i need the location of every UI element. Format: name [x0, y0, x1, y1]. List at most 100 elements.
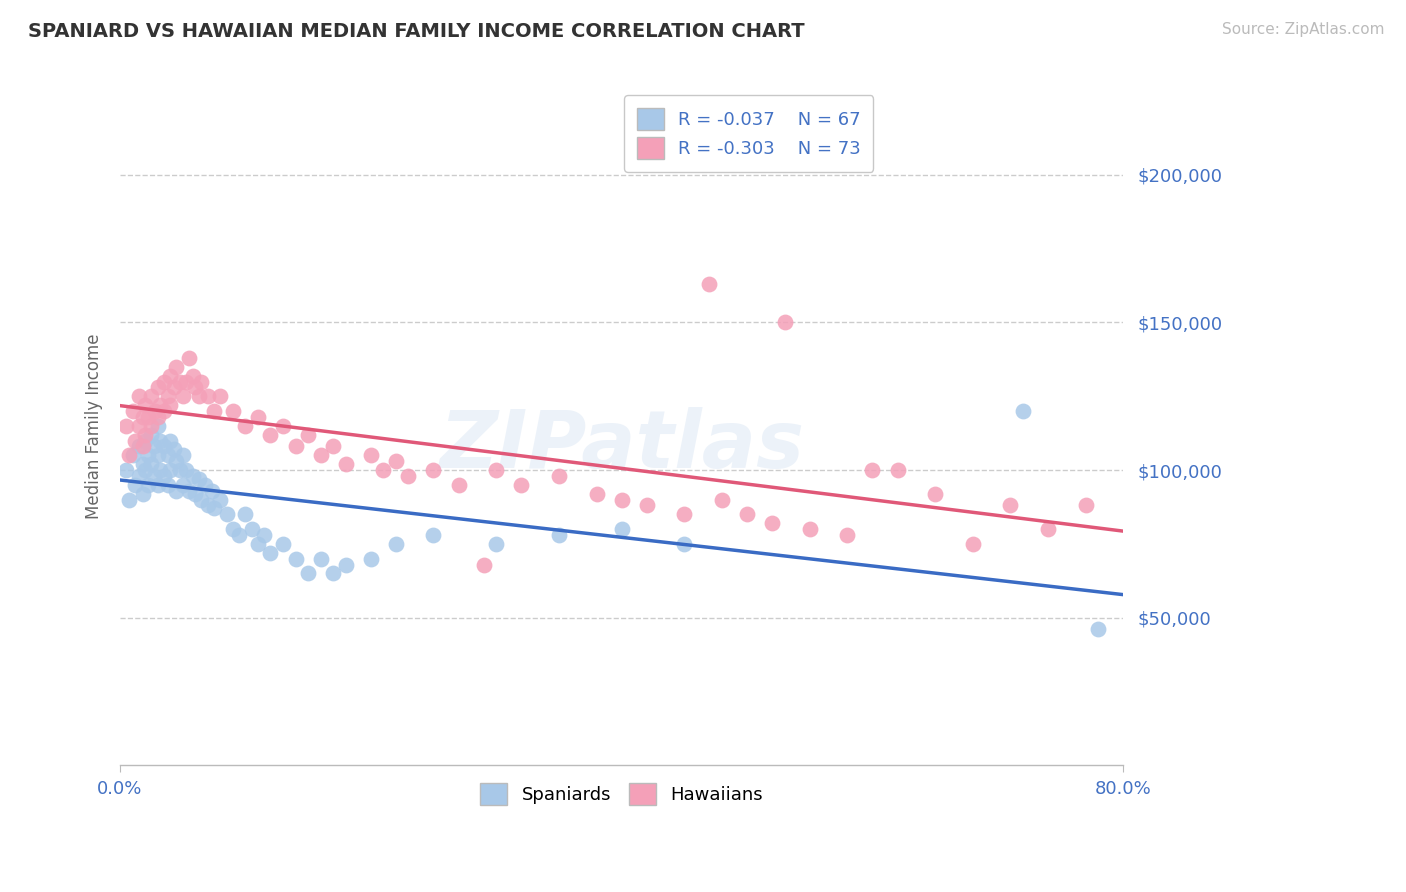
Point — [202, 404, 225, 418]
Point — [924, 486, 946, 500]
Point — [309, 551, 332, 566]
Point — [156, 478, 179, 492]
Point — [485, 537, 508, 551]
Point — [673, 508, 696, 522]
Text: Source: ZipAtlas.com: Source: ZipAtlas.com — [1222, 22, 1385, 37]
Point — [472, 558, 495, 572]
Point — [163, 442, 186, 457]
Point — [188, 389, 211, 403]
Point — [673, 537, 696, 551]
Legend: Spaniards, Hawaiians: Spaniards, Hawaiians — [471, 773, 772, 814]
Point — [253, 528, 276, 542]
Point — [190, 492, 212, 507]
Point — [284, 439, 307, 453]
Point — [118, 492, 141, 507]
Point — [141, 389, 163, 403]
Point — [176, 463, 198, 477]
Point — [128, 469, 150, 483]
Point — [124, 478, 146, 492]
Point — [485, 463, 508, 477]
Point — [1000, 499, 1022, 513]
Point — [131, 439, 153, 453]
Point — [360, 551, 382, 566]
Point — [1012, 404, 1035, 418]
Point — [181, 469, 204, 483]
Point — [141, 418, 163, 433]
Point — [246, 537, 269, 551]
Point — [146, 380, 169, 394]
Point — [159, 368, 181, 383]
Point — [124, 434, 146, 448]
Point — [149, 398, 172, 412]
Point — [761, 516, 783, 531]
Point — [837, 528, 859, 542]
Point — [396, 469, 419, 483]
Point — [153, 375, 176, 389]
Point — [146, 409, 169, 424]
Point — [447, 478, 470, 492]
Point — [610, 492, 633, 507]
Point — [149, 463, 172, 477]
Point — [699, 277, 721, 292]
Point — [510, 478, 533, 492]
Point — [235, 418, 257, 433]
Point — [215, 508, 238, 522]
Point — [184, 486, 207, 500]
Point — [284, 551, 307, 566]
Point — [153, 469, 176, 483]
Point — [636, 499, 658, 513]
Point — [271, 418, 294, 433]
Point — [118, 448, 141, 462]
Point — [322, 439, 344, 453]
Text: ZIPatlas: ZIPatlas — [439, 407, 804, 485]
Point — [177, 483, 200, 498]
Point — [259, 546, 281, 560]
Point — [159, 434, 181, 448]
Point — [176, 375, 198, 389]
Point — [143, 404, 166, 418]
Point — [862, 463, 884, 477]
Point — [165, 359, 187, 374]
Point — [1036, 522, 1059, 536]
Point — [422, 528, 444, 542]
Point — [121, 404, 143, 418]
Point — [177, 351, 200, 365]
Point — [134, 434, 156, 448]
Point — [153, 439, 176, 453]
Point — [710, 492, 733, 507]
Point — [181, 368, 204, 383]
Point — [159, 398, 181, 412]
Point — [142, 469, 165, 483]
Point — [131, 486, 153, 500]
Point — [131, 409, 153, 424]
Point — [115, 463, 138, 477]
Point — [271, 537, 294, 551]
Point — [962, 537, 984, 551]
Point — [188, 472, 211, 486]
Point — [134, 427, 156, 442]
Point — [115, 418, 138, 433]
Point — [1074, 499, 1097, 513]
Point — [156, 448, 179, 462]
Point — [149, 434, 172, 448]
Point — [172, 478, 194, 492]
Point — [335, 457, 357, 471]
Point — [136, 478, 159, 492]
Point — [246, 409, 269, 424]
Point — [141, 427, 163, 442]
Point — [309, 448, 332, 462]
Point — [172, 389, 194, 403]
Point — [202, 501, 225, 516]
Point — [222, 522, 245, 536]
Point — [146, 478, 169, 492]
Point — [134, 463, 156, 477]
Point — [197, 499, 219, 513]
Point — [121, 448, 143, 462]
Point — [385, 537, 408, 551]
Point — [548, 469, 571, 483]
Point — [172, 448, 194, 462]
Point — [165, 483, 187, 498]
Point — [610, 522, 633, 536]
Point — [190, 375, 212, 389]
Point — [1087, 623, 1109, 637]
